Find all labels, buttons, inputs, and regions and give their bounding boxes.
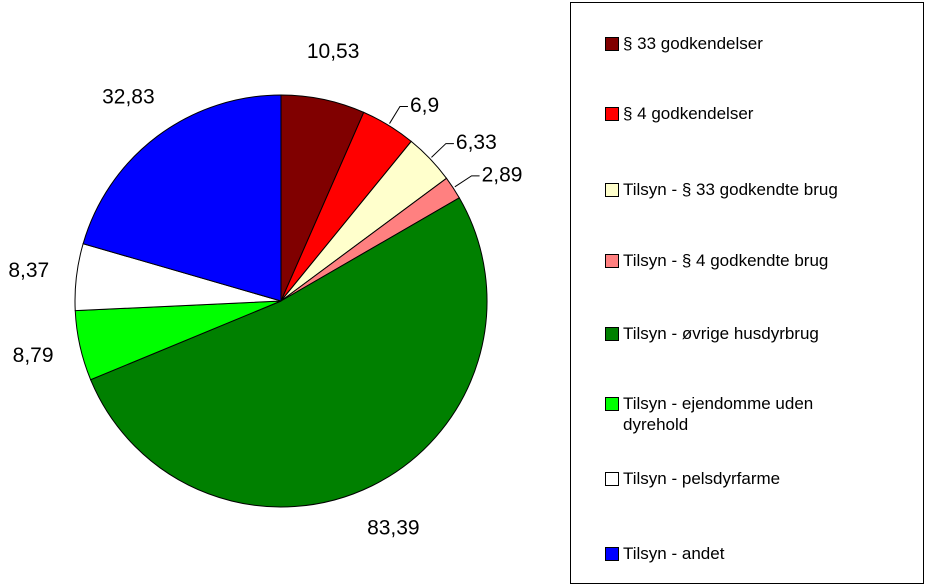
data-label: 6,33 <box>456 131 497 154</box>
legend-item: § 4 godkendelser <box>605 103 905 124</box>
leader-line <box>431 143 454 158</box>
legend-label: Tilsyn - øvrige husdyrbrug <box>623 324 819 343</box>
legend-item: § 33 godkendelser <box>605 33 905 54</box>
legend-swatch <box>605 547 619 561</box>
legend-swatch <box>605 183 619 197</box>
legend-label: § 33 godkendelser <box>623 34 763 53</box>
legend-item: Tilsyn - § 33 godkendte brug <box>605 179 905 200</box>
legend-label: Tilsyn - andet <box>623 544 725 563</box>
legend-item: Tilsyn - § 4 godkendte brug <box>605 250 905 271</box>
data-label: 8,79 <box>13 344 54 367</box>
leader-line <box>389 105 408 124</box>
legend-swatch <box>605 107 619 121</box>
data-label: 32,83 <box>102 85 155 108</box>
data-label: 2,89 <box>482 163 523 186</box>
pie-slice <box>82 94 282 302</box>
legend-item: Tilsyn - ejendomme uden dyrehold <box>605 393 905 435</box>
legend-item: Tilsyn - pelsdyrfarme <box>605 468 905 489</box>
legend-swatch <box>605 254 619 268</box>
pie-slice <box>89 197 488 508</box>
legend-label: Tilsyn - ejendomme uden dyrehold <box>623 394 814 434</box>
data-label: 8,37 <box>8 259 49 282</box>
data-label: 10,53 <box>307 40 360 63</box>
leader-line <box>454 175 480 188</box>
legend-swatch <box>605 472 619 486</box>
legend-label: § 4 godkendelser <box>623 104 754 123</box>
legend-swatch <box>605 397 619 411</box>
legend-item: Tilsyn - andet <box>605 543 905 564</box>
legend-swatch <box>605 37 619 51</box>
legend: § 33 godkendelser § 4 godkendelser Tilsyn … <box>570 2 924 584</box>
legend-label: Tilsyn - § 33 godkendte brug <box>623 180 838 199</box>
data-label: 83,39 <box>367 516 420 539</box>
legend-swatch <box>605 327 619 341</box>
legend-item: Tilsyn - øvrige husdyrbrug <box>605 323 905 344</box>
data-label: 6,9 <box>410 94 439 117</box>
legend-label: Tilsyn - § 4 godkendte brug <box>623 251 829 270</box>
legend-label: Tilsyn - pelsdyrfarme <box>623 469 781 488</box>
pie-area: 10,53 6,9 6,33 2,89 83,39 8,79 8,37 32,83 <box>8 40 523 539</box>
